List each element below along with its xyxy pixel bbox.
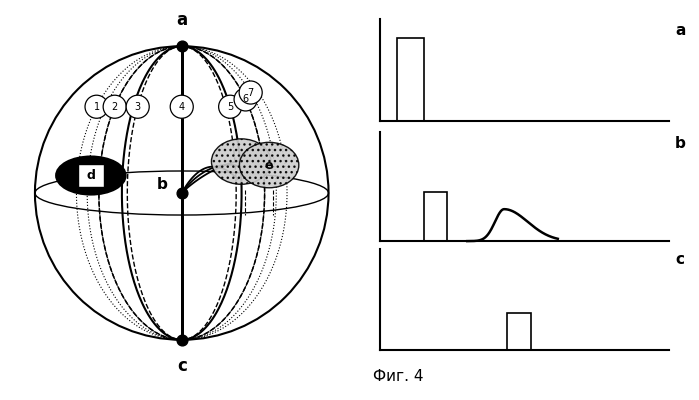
Point <box>176 190 187 196</box>
Circle shape <box>103 95 127 118</box>
Point <box>176 336 187 343</box>
Circle shape <box>171 95 193 118</box>
Ellipse shape <box>211 139 271 184</box>
Circle shape <box>126 95 149 118</box>
Circle shape <box>85 95 108 118</box>
Circle shape <box>219 95 242 118</box>
Text: 7: 7 <box>247 88 254 98</box>
Text: 3: 3 <box>135 102 140 112</box>
Text: a: a <box>176 11 187 29</box>
Bar <box>424 192 447 241</box>
Text: c: c <box>675 252 684 267</box>
Text: 5: 5 <box>227 102 233 112</box>
Text: 2: 2 <box>112 102 118 112</box>
Text: 1: 1 <box>94 102 100 112</box>
Ellipse shape <box>56 156 126 195</box>
Text: a: a <box>675 23 686 38</box>
Text: 6: 6 <box>243 94 249 104</box>
Text: c: c <box>177 357 187 375</box>
Bar <box>397 38 424 121</box>
Point <box>176 43 187 50</box>
Text: d: d <box>87 169 95 182</box>
Bar <box>507 312 531 350</box>
Ellipse shape <box>239 142 299 188</box>
Text: Фиг. 4: Фиг. 4 <box>373 369 424 384</box>
Text: 4: 4 <box>179 102 185 112</box>
Bar <box>78 164 104 187</box>
Text: b: b <box>157 177 168 192</box>
Text: e: e <box>265 158 273 172</box>
Circle shape <box>239 81 262 104</box>
Text: b: b <box>675 136 686 151</box>
Circle shape <box>234 88 257 111</box>
